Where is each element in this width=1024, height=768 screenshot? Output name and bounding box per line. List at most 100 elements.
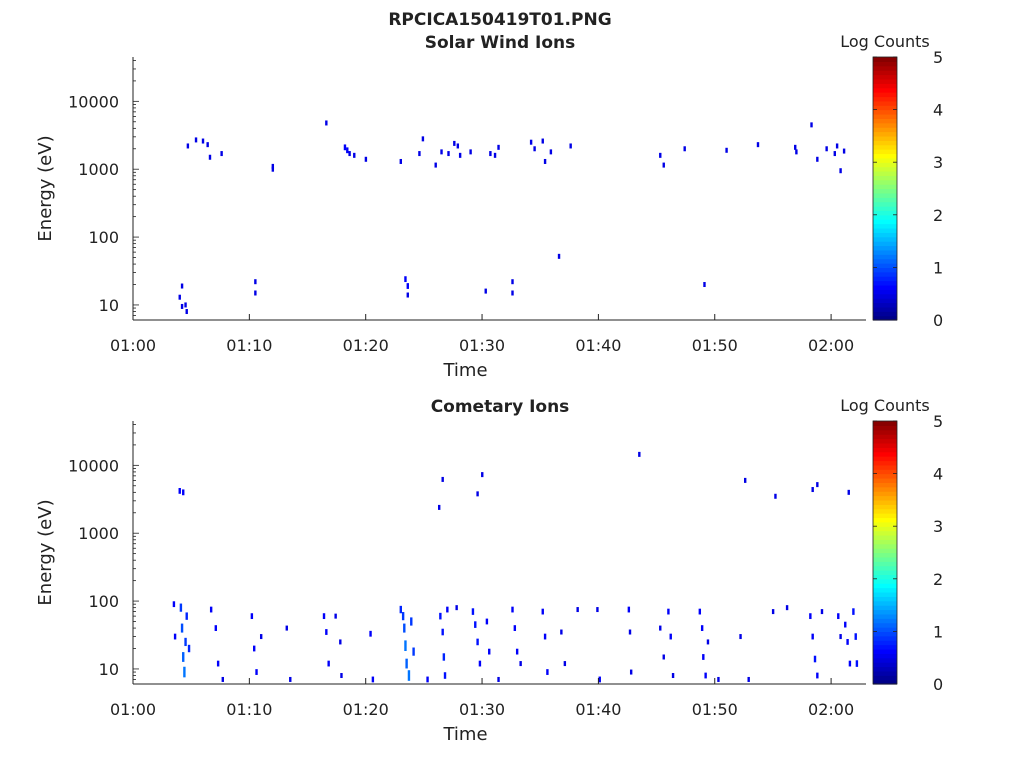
data-cell [406,283,409,289]
colorbar-cell [873,653,897,659]
data-cell [206,142,209,148]
data-cell [285,625,288,631]
colorbar-cell [873,249,897,255]
y-tick-label: 10 [99,660,119,679]
data-cell [456,143,460,149]
colorbar-tick-label: 0 [933,311,943,330]
data-cell [182,652,185,662]
colorbar-cell [873,456,897,462]
colorbar-cell [873,201,897,207]
y-axis-label: Energy (eV) [35,135,56,241]
data-cell [403,623,406,633]
data-cell [209,606,213,613]
colorbar-cell [873,648,897,654]
x-tick-label: 01:50 [692,700,738,719]
colorbar-frame [872,56,898,321]
data-cell [739,634,742,640]
colorbar-tick-label: 0 [933,675,943,694]
colorbar-cell [873,149,897,155]
data-cell [485,618,489,625]
colorbar-tick-label: 2 [933,206,943,225]
colorbar-tick-label: 1 [933,622,943,641]
plot-area [133,421,866,684]
colorbar-cell [873,526,897,532]
data-cell [659,152,662,158]
colorbar-cell [873,429,897,435]
x-tick-label: 01:50 [692,336,738,355]
data-cell [842,148,846,154]
colorbar: 5 4 3 2 1 0 Log Counts [840,32,943,330]
data-cell [289,676,292,682]
colorbar-cell [873,618,897,624]
colorbar-cell [873,311,897,317]
data-cell [364,156,368,162]
data-cell [541,138,544,144]
figure-title: RPCICA150419T01.PNG [388,10,611,30]
colorbar-cell [873,61,897,67]
data-cell [185,612,188,620]
colorbar-cell [873,565,897,571]
data-cell [184,302,187,308]
colorbar-cell [873,613,897,619]
data-cell [185,309,188,315]
data-cell [511,606,514,613]
data-cell [180,303,184,309]
plot-area [133,57,866,320]
data-cell [816,672,819,679]
data-cell [271,166,275,172]
data-cell [216,660,220,667]
data-cell [399,605,403,614]
data-cell [405,658,408,669]
data-cell [747,676,750,682]
data-cell [848,660,852,667]
data-cell [557,253,561,259]
colorbar-cell [873,561,897,567]
colorbar-cell [873,596,897,602]
x-tick-label: 01:30 [459,336,505,355]
data-cell [399,158,403,164]
colorbar-cell [873,267,897,273]
data-cell [638,451,641,457]
data-cell [839,634,842,640]
data-cell [346,147,349,154]
colorbar-cell [873,65,897,71]
colorbar-cell [873,425,897,431]
panel-title: Solar Wind Ions [425,33,576,53]
colorbar-cell [873,83,897,89]
data-cell [325,120,328,126]
data-cell [519,661,522,667]
data-cell [683,146,686,152]
colorbar-tick-label: 5 [933,412,943,431]
colorbar-cell [873,197,897,203]
data-cell [855,660,859,667]
colorbar-cell [873,232,897,238]
data-cell [704,672,707,679]
colorbar-cell [873,513,897,519]
data-cell [703,282,706,288]
colorbar-cell [873,100,897,106]
x-tick-label: 01:00 [110,700,156,719]
colorbar-cell [873,670,897,676]
colorbar-cell [873,219,897,225]
data-cell [546,669,549,675]
data-cell [489,151,492,157]
data-cell [811,633,814,640]
colorbar-cell [873,499,897,505]
data-cell [339,639,342,645]
data-cell [835,143,839,149]
data-cell [343,144,347,151]
data-cell [549,149,553,155]
data-cell [271,163,275,169]
x-axis-label: Time [442,360,487,381]
data-cell [253,645,256,652]
data-cell [442,653,446,661]
colorbar-cell [873,438,897,444]
data-cell [563,661,567,667]
colorbar-tick-label: 3 [933,517,943,536]
colorbar-cell [873,78,897,84]
data-cell [662,162,665,168]
data-cell [208,154,212,160]
data-cell [187,644,191,653]
data-cell [795,149,798,155]
colorbar-frame [872,420,898,685]
